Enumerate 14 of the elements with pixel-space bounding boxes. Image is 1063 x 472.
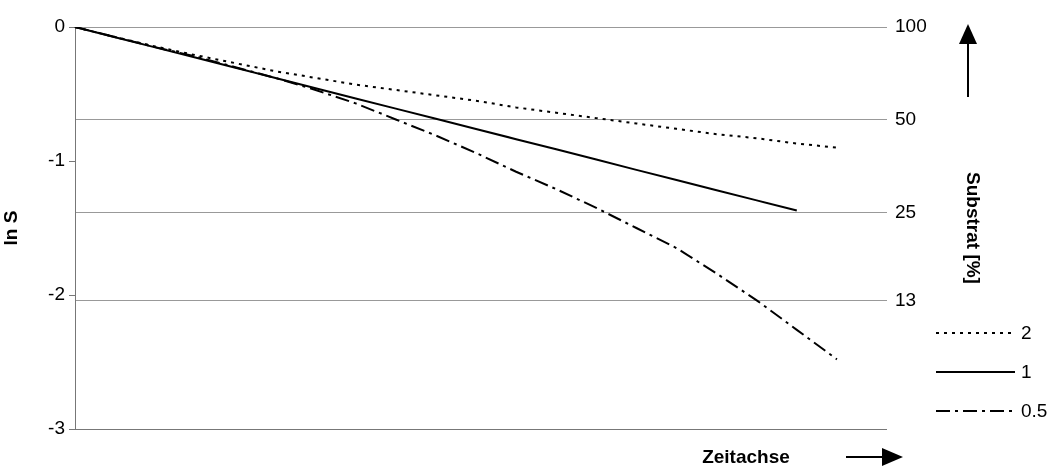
y2-axis-title: Substrat [%] (963, 172, 985, 284)
y-tick-label: 0 (54, 15, 65, 37)
y2-tick-label: 100 (895, 15, 927, 37)
y-axis-title: ln S (0, 210, 21, 246)
y-tick-label: -2 (48, 283, 65, 305)
legend-label: 2 (1021, 322, 1032, 344)
legend-label: 1 (1021, 361, 1032, 383)
legend-label: 0.5 (1021, 400, 1048, 422)
y-tick-label: -3 (48, 417, 65, 439)
x-axis-title: Zeitachse (702, 446, 790, 468)
y2-tick-label: 25 (895, 201, 917, 223)
y2-tick-label: 13 (895, 288, 917, 310)
y-tick-label: -1 (48, 149, 65, 171)
y2-tick-label: 50 (895, 108, 917, 130)
